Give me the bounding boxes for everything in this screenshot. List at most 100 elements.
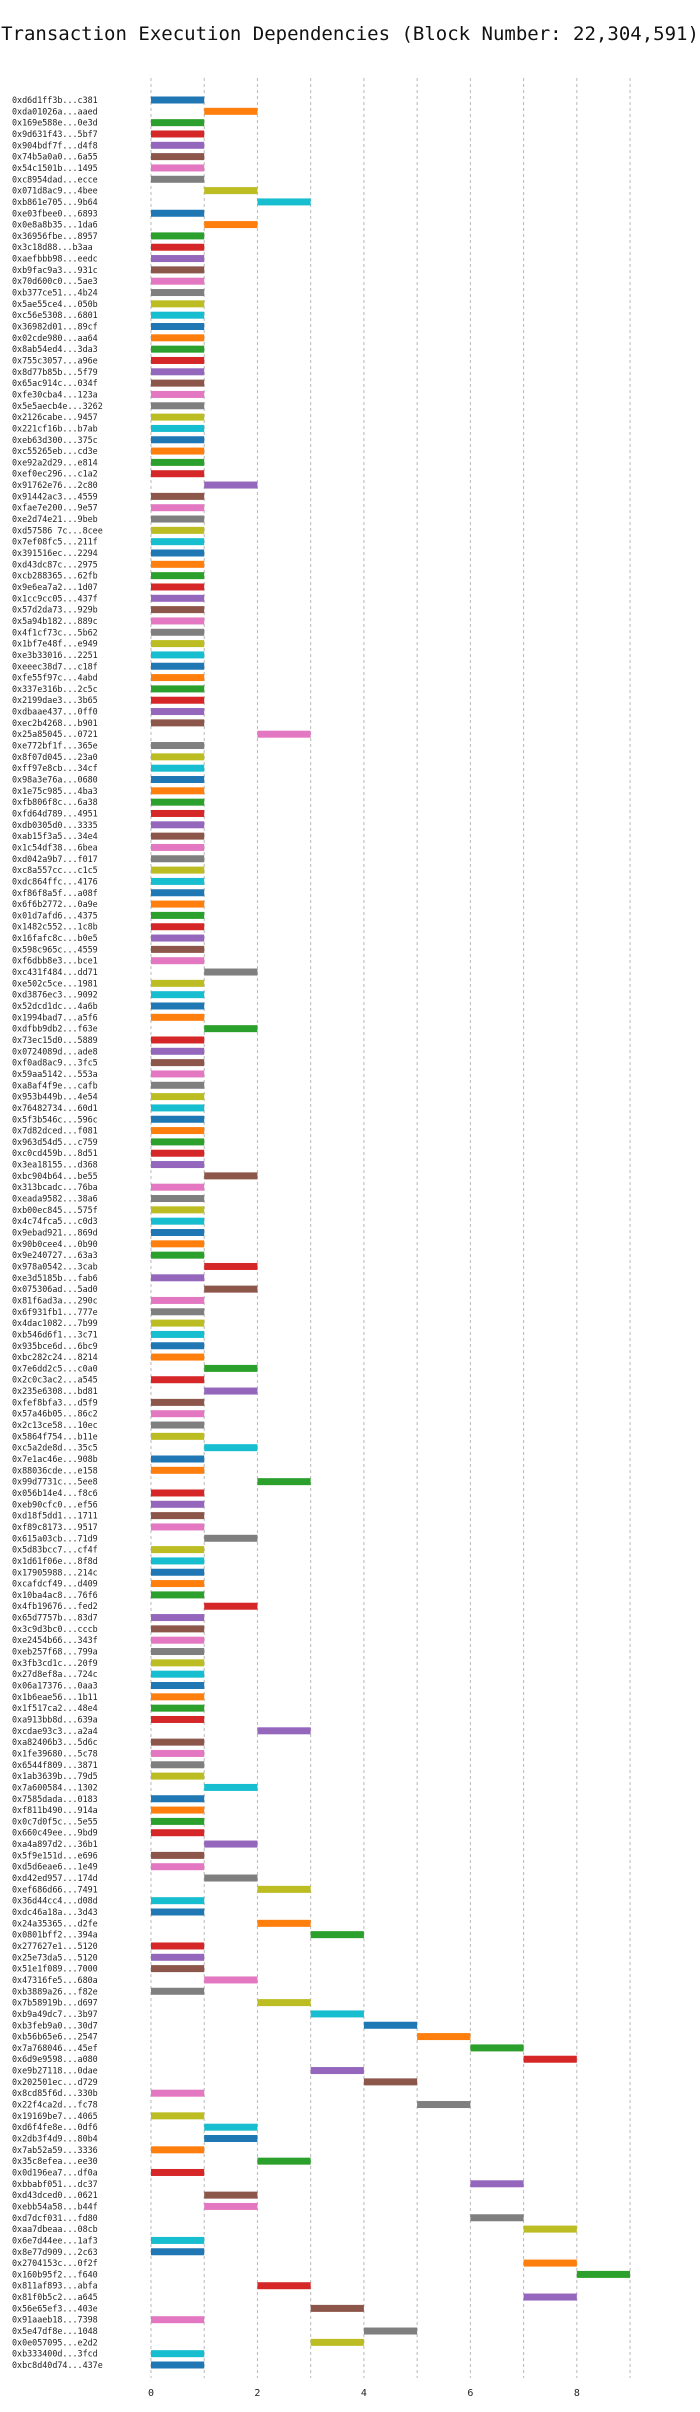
transaction-bar [150,1059,205,1067]
transaction-label: 0xb56b65e6...2547 [12,2032,98,2042]
transaction-bar [150,1749,205,1757]
transaction-bar [150,1512,205,1520]
transaction-bar [150,1625,205,1633]
transaction-label: 0xe3b33016...2251 [12,650,98,660]
transaction-bar [150,1217,205,1225]
transaction-bar [150,1580,205,1588]
transaction-bar [470,2044,524,2052]
transaction-label: 0x277627e1...5120 [12,1941,98,1951]
transaction-label: 0xec2b4268...b901 [12,718,98,728]
transaction-label: 0xeb257f68...799a [12,1647,98,1657]
transaction-label: 0xe92a2d29...e814 [12,457,98,467]
transaction-bar [470,2214,524,2222]
transaction-bar [150,164,205,172]
transaction-label: 0xdfbb9db2...f63e [12,1024,98,1034]
transaction-label: 0xa913bb8d...639a [12,1714,98,1724]
transaction-bar [150,1659,205,1667]
transaction-label: 0x963d54d5...c759 [12,1137,98,1147]
transaction-bar [204,2202,258,2210]
transaction-label: 0xc56e5308...6801 [12,310,98,320]
transaction-label: 0x57a46b05...86c2 [12,1409,98,1419]
transaction-bar [204,1783,258,1791]
transaction-bar [150,1161,205,1169]
transaction-bar [257,2282,311,2290]
transaction-bar [150,141,205,149]
transaction-bar [150,1738,205,1746]
transaction-label: 0x337e316b...2c5c [12,684,98,694]
transaction-bar [150,1013,205,1021]
transaction-bar [150,1376,205,1384]
transaction-label: 0x5a94b182...889c [12,616,98,626]
transaction-bar [150,526,205,534]
transaction-bar [204,221,258,229]
transaction-label: 0x8ab54ed4...3da3 [12,344,98,354]
transaction-label: 0xa82406b3...5d6c [12,1737,98,1747]
transaction-bar [310,2338,364,2346]
transaction-label: 0x1b6eae56...1b11 [12,1692,98,1702]
transaction-bar [363,2021,418,2029]
transaction-label: 0xd6d1ff3b...c381 [12,95,98,105]
transaction-bar [150,877,205,885]
transaction-bar [150,606,205,614]
transaction-label: 0x98a3e76a...0680 [12,775,98,785]
transaction-label: 0x9e6ea7a2...1d07 [12,582,98,592]
transaction-label: 0x65ac914c...034f [12,378,98,388]
transaction-bar [150,1761,205,1769]
transaction-bar [150,119,205,127]
transaction-bar [150,1127,205,1135]
transaction-label: 0xd7dcf031...fd80 [12,2213,98,2223]
transaction-bar [257,2157,311,2165]
transaction-bar [150,1353,205,1361]
transaction-label: 0xe03fbee0...6893 [12,208,98,218]
transaction-label: 0x953b449b...4e54 [12,1092,98,1102]
transaction-bar [150,1330,205,1338]
transaction-bar [523,2293,577,2301]
transaction-label: 0x7ef08fc5...211f [12,537,98,547]
transaction-bar [576,2270,631,2278]
transaction-bar [150,1908,205,1916]
transaction-bar [204,187,258,195]
transaction-label: 0xb3feb9a0...30d7 [12,2020,98,2030]
transaction-label: 0x2c13ce58...10ec [12,1420,98,1430]
transaction-label: 0x755c3057...a96e [12,355,98,365]
transaction-bar [150,1772,205,1780]
transaction-bar [150,1398,205,1406]
transaction-label: 0x35c8efea...ee30 [12,2156,98,2166]
transaction-bar [150,719,205,727]
transaction-bar [150,979,205,987]
transaction-label: 0x4f1cf73c...5b62 [12,627,98,637]
transaction-label: 0xcb288365...62fb [12,571,98,581]
transaction-bar [150,594,205,602]
transaction-bar [150,934,205,942]
transaction-label: 0xda01026a...aaed [12,106,98,116]
transaction-label: 0x0801bff2...394a [12,1930,98,1940]
transaction-bar [150,1410,205,1418]
transaction-bar [150,991,205,999]
transaction-label: 0xc55265eb...cd3e [12,446,98,456]
transaction-bar [150,1296,205,1304]
transaction-bar [150,1500,205,1508]
transaction-bar [150,447,205,455]
transaction-label: 0x6f6b2772...0a9e [12,899,98,909]
transaction-bar [150,1829,205,1837]
transaction-label: 0x16fafc8c...b0e5 [12,933,98,943]
transaction-label: 0x7b58919b...d697 [12,1998,98,2008]
transaction-label: 0x8cd85f6d...330b [12,2088,98,2098]
transaction-label: 0x36956fbe...8957 [12,231,98,241]
transaction-bar [150,345,205,353]
transaction-bar [150,945,205,953]
transaction-label: 0xd43dced0...0621 [12,2190,98,2200]
transaction-label: 0xef0ec296...c1a2 [12,469,98,479]
transaction-bar [150,1206,205,1214]
x-tick-label: 0 [148,2388,154,2399]
transaction-label: 0x65d7757b...83d7 [12,1613,98,1623]
transaction-bar [204,1976,258,1984]
transaction-label: 0xa4a897d2...36b1 [12,1839,98,1849]
transaction-bar [150,515,205,523]
transaction-label: 0x7585dada...0183 [12,1794,98,1804]
transaction-label: 0x7a600584...1302 [12,1782,98,1792]
transaction-label: 0x1994bad7...a5f6 [12,1012,98,1022]
transaction-label: 0x3c9d3bc0...cccb [12,1624,98,1634]
transaction-label: 0x91762e76...2c80 [12,480,98,490]
